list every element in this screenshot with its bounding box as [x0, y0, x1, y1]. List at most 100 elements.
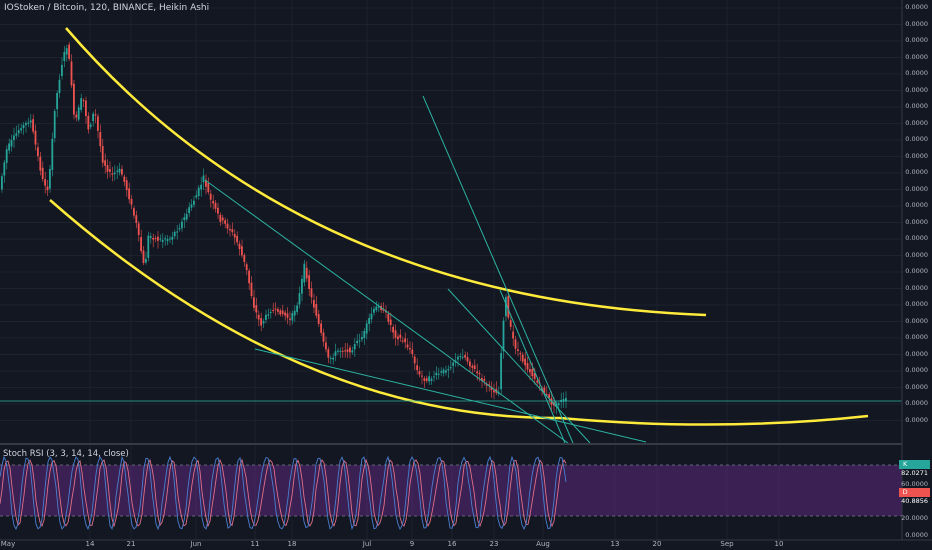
candle-body: [358, 340, 361, 342]
candle-body: [488, 384, 490, 386]
candle-body: [361, 337, 363, 340]
candle-body: [353, 344, 356, 350]
trendline-lower-long[interactable]: [254, 348, 647, 443]
candle-body: [269, 312, 272, 314]
price-axis[interactable]: 0.0000 0.0000 0.0000 0.0000 0.0000 0.0000 0.00…: [902, 0, 932, 444]
candle-body: [392, 326, 394, 333]
candle-body: [49, 168, 51, 189]
rsi-k-value: 82.0271: [901, 469, 928, 477]
candle-body: [509, 320, 512, 327]
price-tick: 0.0000: [905, 19, 928, 28]
candle-body: [418, 371, 421, 375]
price-tick: 0.0000: [905, 267, 928, 275]
candle-body: [164, 238, 166, 240]
candle-body: [351, 350, 354, 353]
candle-body: [207, 183, 210, 193]
candle-body: [133, 208, 135, 216]
candle-body: [229, 228, 231, 231]
time-tick: Jun: [190, 540, 202, 548]
candle-body: [147, 235, 150, 258]
lower-arc-extension-line[interactable]: [559, 414, 869, 426]
candle-body: [82, 100, 85, 102]
candle-body: [459, 356, 462, 358]
candle-body: [104, 160, 106, 166]
candle-body: [123, 176, 126, 182]
candle-body: [209, 193, 212, 200]
trendline-mid[interactable]: [447, 288, 591, 444]
candle-body: [253, 297, 255, 308]
price-tick: 0.0000: [905, 366, 928, 374]
trendline-short[interactable]: [499, 289, 566, 444]
candle-body: [260, 318, 262, 326]
rsi-band: [0, 465, 902, 516]
candle-body: [394, 330, 397, 338]
candle-body: [406, 344, 409, 348]
candle-body: [111, 173, 114, 175]
upper-arc-line[interactable]: [65, 27, 707, 317]
candle-body: [529, 369, 531, 373]
candle-body: [505, 296, 507, 317]
price-tick: 0.0000: [905, 349, 928, 358]
trendline-upper-long[interactable]: [204, 179, 569, 444]
rsi-d-tag: D: [902, 488, 908, 496]
candle-body: [44, 179, 46, 186]
candle-body: [469, 361, 471, 367]
candle-body: [557, 403, 560, 406]
candle-body: [145, 258, 147, 263]
price-tick: 0.0000: [905, 135, 928, 143]
candle-body: [137, 223, 140, 236]
rsi-k-badge: K82.0271: [899, 460, 930, 477]
candle-body: [430, 378, 433, 381]
candle-body: [17, 130, 20, 134]
candle-body: [476, 371, 478, 374]
candle-body: [545, 393, 548, 395]
candle-body: [37, 147, 39, 157]
candle-body: [291, 313, 294, 321]
candle-body: [329, 357, 332, 359]
candle-body: [166, 239, 169, 242]
candle-body: [514, 339, 517, 349]
price-tick: 0.0000: [905, 3, 928, 11]
rsi-axis[interactable]: 60.0000 20.0000 0.0000 K82.0271 D40.8856: [899, 446, 932, 540]
candle-body: [22, 124, 25, 129]
candle-body: [387, 313, 390, 322]
candle-body: [464, 355, 466, 358]
time-axis[interactable]: May 14 21 Jun 11 18 Jul 9 16 23 Aug 13 20 Sep 10: [0, 540, 932, 550]
candle-body: [3, 162, 6, 176]
price-tick: 0.0000: [905, 201, 928, 209]
price-tick: 0.0000: [905, 85, 928, 94]
candle-body: [149, 236, 152, 238]
candle-body: [89, 124, 92, 127]
candle-body: [531, 369, 534, 377]
candle-body: [193, 200, 195, 205]
candle-body: [356, 340, 358, 344]
candle-body: [262, 321, 265, 324]
candle-body: [221, 217, 224, 221]
candle-body: [517, 349, 519, 352]
candle-body: [565, 398, 567, 402]
trendline-steep[interactable]: [422, 95, 574, 444]
rsi-tick: 20.0000: [901, 514, 928, 522]
candle-body: [298, 293, 301, 305]
candle-body: [411, 349, 414, 355]
price-tick: 0.0000: [905, 250, 928, 259]
candle-body: [272, 310, 274, 312]
candle-body: [368, 318, 370, 324]
chart-title: IOStoken / Bitcoin, 120, BINANCE, Heikin…: [4, 3, 210, 13]
candle-body: [461, 356, 464, 358]
candle-body: [70, 61, 73, 86]
candle-body: [303, 263, 306, 283]
candle-body: [236, 235, 238, 243]
candle-body: [85, 100, 87, 117]
candle-body: [176, 231, 178, 233]
candle-body: [245, 264, 248, 271]
lower-arc-line[interactable]: [49, 199, 561, 420]
candle-body: [197, 187, 200, 196]
candle-body: [301, 278, 303, 294]
candle-body: [118, 168, 121, 173]
candle-body: [121, 169, 123, 175]
candle-body: [265, 314, 267, 320]
price-tick: 0.0000: [905, 382, 928, 391]
candle-body: [305, 267, 308, 279]
